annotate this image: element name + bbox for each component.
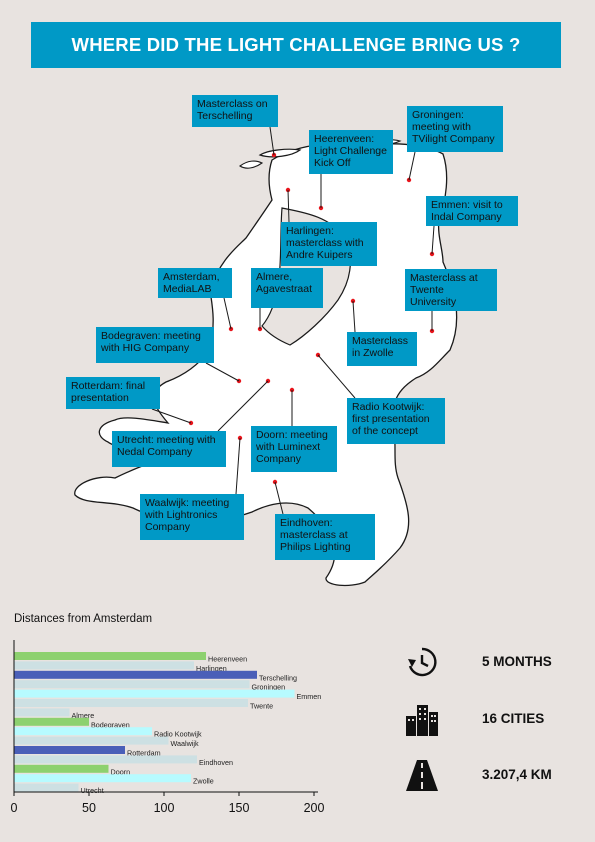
- bar-label-groningen: Groningen: [252, 683, 286, 692]
- bar-doorn: [14, 764, 109, 773]
- stat-months: 5 MONTHS: [405, 645, 575, 679]
- wadden-island-west: [239, 160, 264, 169]
- location-label-bodegraven: Bodegraven: meeting with HIG Company: [96, 327, 214, 363]
- bar-label-utrecht: Utrecht: [81, 786, 104, 795]
- bar-emmen: [14, 689, 295, 698]
- location-label-emmen: Emmen: visit to Indal Company: [426, 196, 518, 226]
- bar-label-eindhoven: Eindhoven: [199, 758, 233, 767]
- stat-cities-text: 16 CITIES: [482, 711, 545, 726]
- bar-twente: [14, 699, 248, 707]
- leader-line-bodegraven: [205, 362, 240, 382]
- location-label-harlingen: Harlingen: masterclass with Andre Kuiper…: [281, 222, 377, 266]
- leader-line-rotterdam: [151, 408, 192, 424]
- terschelling-island: [258, 148, 302, 158]
- location-label-twente: Masterclass at Twente University: [405, 269, 497, 311]
- x-tick-label-100: 100: [154, 801, 175, 815]
- bar-bodegraven: [14, 717, 89, 726]
- bar-label-rotterdam: Rotterdam: [127, 749, 161, 758]
- title-banner: WHERE DID THE LIGHT CHALLENGE BRING US ?: [31, 22, 561, 68]
- bar-label-harlingen: Harlingen: [196, 664, 227, 673]
- road-icon: [406, 760, 438, 791]
- page-title: WHERE DID THE LIGHT CHALLENGE BRING US ?: [71, 34, 521, 55]
- location-label-amsterdam: Amsterdam, MediaLAB: [158, 268, 232, 298]
- x-tick-label-150: 150: [229, 801, 250, 815]
- clock-history-icon: [408, 647, 437, 677]
- bar-label-radio-kootwijk: Radio Kootwijk: [154, 730, 202, 739]
- bar-utrecht: [14, 783, 79, 792]
- bar-harlingen: [14, 661, 194, 670]
- bar-label-twente: Twente: [250, 702, 273, 711]
- bar-groningen: [14, 680, 250, 689]
- location-label-waalwijk: Waalwijk: meeting with Lightronics Compa…: [140, 494, 244, 540]
- bar-label-emmen: Emmen: [297, 692, 322, 701]
- bar-label-doorn: Doorn: [111, 767, 131, 776]
- leader-line-amsterdam: [223, 297, 232, 330]
- leader-line-utrecht: [217, 380, 269, 432]
- bar-rotterdam: [14, 746, 125, 754]
- bar-label-bodegraven: Bodegraven: [91, 720, 130, 729]
- location-label-rotterdam: Rotterdam: final presentation: [66, 377, 160, 409]
- bar-label-terschelling: Terschelling: [259, 673, 297, 682]
- bar-radio-kootwijk: [14, 727, 152, 736]
- chart-title: Distances from Amsterdam: [14, 613, 152, 625]
- bar-label-zwolle: Zwolle: [193, 777, 214, 786]
- location-label-heerenveen: Heerenveen: Light Challenge Kick Off: [309, 130, 393, 174]
- bar-terschelling: [14, 670, 257, 679]
- bar-label-heerenveen: Heerenveen: [208, 655, 247, 664]
- leader-line-harlingen: [287, 189, 290, 223]
- location-label-zwolle: Masterclass in Zwolle: [347, 332, 417, 366]
- leader-line-waalwijk: [235, 437, 241, 495]
- leader-line-terschelling: [269, 126, 275, 156]
- location-label-almere: Almere, Agavestraat: [251, 268, 323, 308]
- bar-heerenveen: [14, 652, 206, 660]
- location-label-kootwijk: Radio Kootwijk: first presentation of th…: [347, 398, 445, 444]
- location-label-doorn: Doorn: meeting with Luminext Company: [251, 426, 337, 472]
- distance-bar-chart: Distances from Amsterdam HeerenveenHarli…: [11, 613, 325, 815]
- bar-eindhoven: [14, 755, 197, 764]
- stat-months-text: 5 MONTHS: [482, 654, 552, 669]
- location-label-utrecht: Utrecht: meeting with Nedal Company: [112, 431, 226, 467]
- stat-distance: 3.207,4 KM: [405, 758, 575, 792]
- location-label-terschelling: Masterclass on Terschelling: [192, 95, 278, 127]
- stat-cities: 16 CITIES: [405, 702, 575, 736]
- leader-line-groningen: [408, 151, 416, 181]
- bar-zwolle: [14, 774, 191, 783]
- location-label-groningen: Groningen: meeting with TVilight Company: [407, 106, 503, 152]
- x-tick-label-200: 200: [304, 801, 325, 815]
- leader-line-zwolle: [352, 300, 356, 333]
- x-tick-label-50: 50: [82, 801, 96, 815]
- leader-line-eindhoven: [274, 481, 284, 515]
- stat-distance-text: 3.207,4 KM: [482, 767, 552, 782]
- bar-label-almere: Almere: [72, 711, 95, 720]
- leader-line-kootwijk: [317, 354, 356, 399]
- city-buildings-icon: [406, 705, 438, 736]
- x-tick-label-0: 0: [11, 801, 18, 815]
- location-label-eindhoven: Eindhoven: masterclass at Philips Lighti…: [275, 514, 375, 560]
- bar-label-waalwijk: Waalwijk: [171, 739, 199, 748]
- leader-line-emmen: [431, 225, 435, 255]
- bar-waalwijk: [14, 736, 169, 745]
- bar-almere: [14, 708, 70, 717]
